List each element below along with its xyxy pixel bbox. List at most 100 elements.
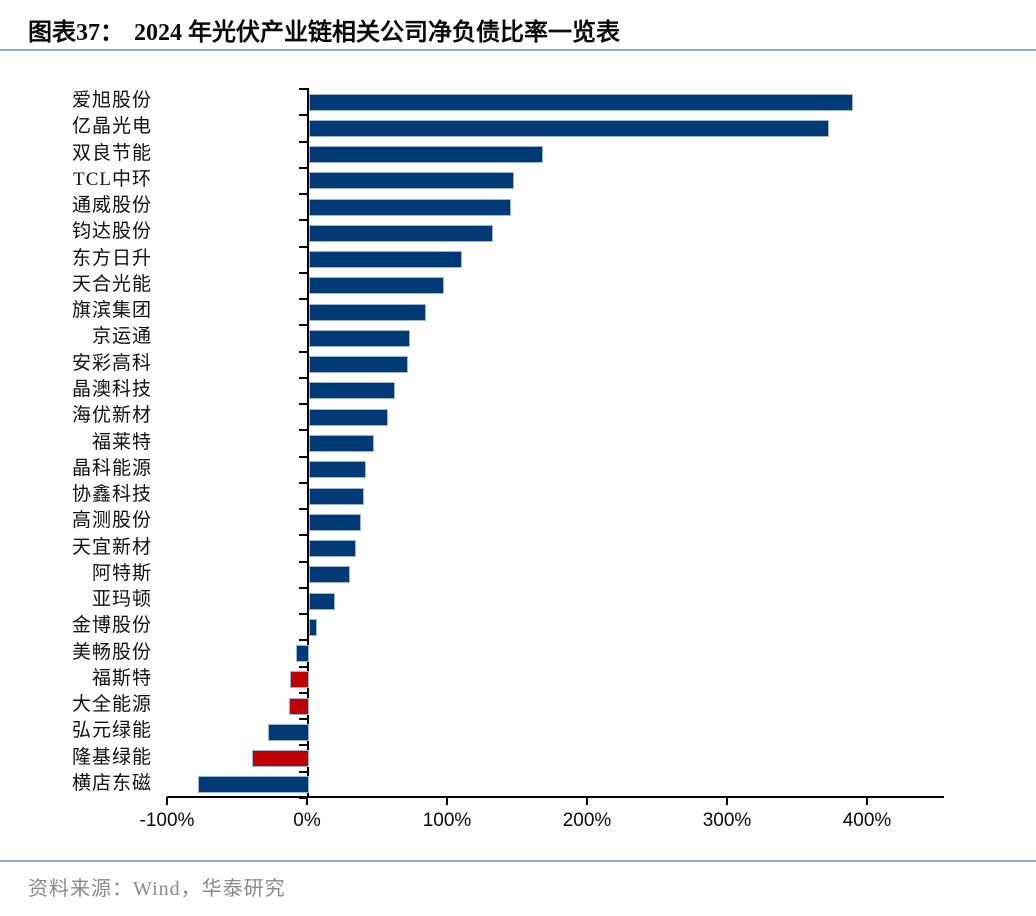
category-axis-tick	[299, 376, 308, 379]
category-label: 通威股份	[71, 195, 152, 217]
bar	[309, 408, 388, 426]
category-axis-tick	[299, 639, 308, 642]
bar	[309, 435, 374, 452]
bar	[309, 224, 493, 242]
category-axis-tick	[299, 534, 308, 537]
category-label: 东方日升	[71, 247, 152, 269]
category-axis-tick	[299, 481, 308, 484]
category-label: 旗滨集团	[71, 300, 152, 322]
x-tick-label: 300%	[702, 810, 752, 831]
bar	[309, 329, 411, 347]
title-divider-line	[0, 49, 1036, 51]
figure-number-label: 图表37：	[28, 20, 124, 46]
x-tick-label: 0%	[293, 810, 321, 831]
bar	[290, 671, 309, 689]
bar	[309, 251, 463, 269]
bar	[309, 119, 829, 137]
category-axis-tick	[299, 245, 308, 248]
bar	[309, 198, 512, 216]
category-label: 弘元绿能	[71, 720, 152, 742]
category-axis-tick	[299, 455, 308, 458]
x-axis-tick	[726, 797, 728, 805]
bar	[309, 592, 335, 610]
category-axis-tick	[299, 718, 308, 721]
category-axis-tick	[299, 350, 308, 353]
category-axis-tick	[299, 219, 308, 222]
bar	[309, 461, 366, 479]
bar	[288, 697, 309, 715]
category-label: 晶澳科技	[71, 378, 152, 400]
category-axis-tick	[299, 271, 308, 274]
category-axis-tick	[299, 744, 308, 747]
category-label: 双良节能	[71, 142, 152, 164]
category-label: 亚玛顿	[91, 589, 152, 611]
category-label: 钧达股份	[71, 221, 152, 243]
source-note: 资料来源：Wind，华泰研究	[28, 878, 286, 900]
category-axis-tick	[299, 429, 308, 432]
x-axis-tick	[866, 797, 868, 805]
bar	[309, 566, 351, 584]
category-axis-tick	[299, 613, 308, 616]
figure-title: 2024 年光伏产业链相关公司净负债比率一览表	[134, 20, 620, 46]
category-label: 高测股份	[71, 510, 152, 532]
bar	[309, 513, 362, 531]
category-label: 福斯特	[91, 667, 152, 689]
x-axis-tick	[446, 797, 448, 805]
bar	[309, 277, 444, 295]
bar	[309, 93, 853, 111]
plot-area: -100% 0% 100% 200% 300% 400%	[140, 88, 944, 831]
x-tick-label: 100%	[422, 810, 472, 831]
x-axis-line	[167, 796, 944, 798]
category-label: 天宜新材	[71, 536, 152, 558]
x-tick-label: 200%	[562, 810, 612, 831]
category-label: 隆基绿能	[71, 746, 152, 768]
category-label: 爱旭股份	[71, 90, 152, 112]
bar	[267, 723, 309, 741]
bar	[309, 146, 544, 164]
bar	[295, 645, 309, 663]
category-label: 海优新材	[71, 405, 152, 427]
category-axis-tick	[299, 586, 308, 589]
category-axis-tick	[299, 298, 308, 301]
category-label: 协鑫科技	[71, 484, 152, 506]
bar	[309, 487, 365, 505]
x-tick-label: 400%	[842, 810, 892, 831]
bar	[309, 382, 395, 400]
category-label: 阿特斯	[91, 562, 152, 584]
category-label: 福莱特	[91, 431, 152, 453]
bar	[197, 776, 309, 794]
bar	[252, 750, 309, 768]
bar	[309, 618, 317, 636]
x-axis-tick	[586, 797, 588, 805]
bar	[309, 172, 514, 190]
category-label: 安彩高科	[71, 352, 152, 374]
category-axis-tick	[299, 770, 308, 773]
category-axis-tick	[299, 88, 308, 90]
category-label: 横店东磁	[71, 772, 152, 794]
zero-axis-line	[307, 88, 309, 797]
category-axis-tick	[299, 508, 308, 511]
category-label: 晶科能源	[71, 457, 152, 479]
figure-header: 图表37： 2024 年光伏产业链相关公司净负债比率一览表	[28, 12, 620, 47]
category-label: TCL中环	[73, 168, 152, 190]
category-axis-tick	[299, 166, 308, 169]
category-axis-tick	[299, 665, 308, 668]
category-axis-tick	[299, 403, 308, 406]
category-axis-tick	[299, 560, 308, 563]
category-label: 京运通	[91, 326, 152, 348]
category-label: 金博股份	[71, 615, 152, 637]
source-divider-line	[0, 860, 1036, 862]
x-axis-tick	[306, 797, 308, 805]
category-label: 天合光能	[71, 273, 152, 295]
category-label: 亿晶光电	[71, 116, 152, 138]
category-axis-tick	[299, 691, 308, 694]
x-axis-tick	[166, 797, 168, 805]
category-axis-tick	[299, 324, 308, 327]
category-label: 美畅股份	[71, 641, 152, 663]
bar	[309, 303, 426, 321]
bar	[309, 356, 408, 374]
x-tick-label: -100%	[139, 810, 195, 831]
category-axis-tick	[299, 797, 308, 799]
